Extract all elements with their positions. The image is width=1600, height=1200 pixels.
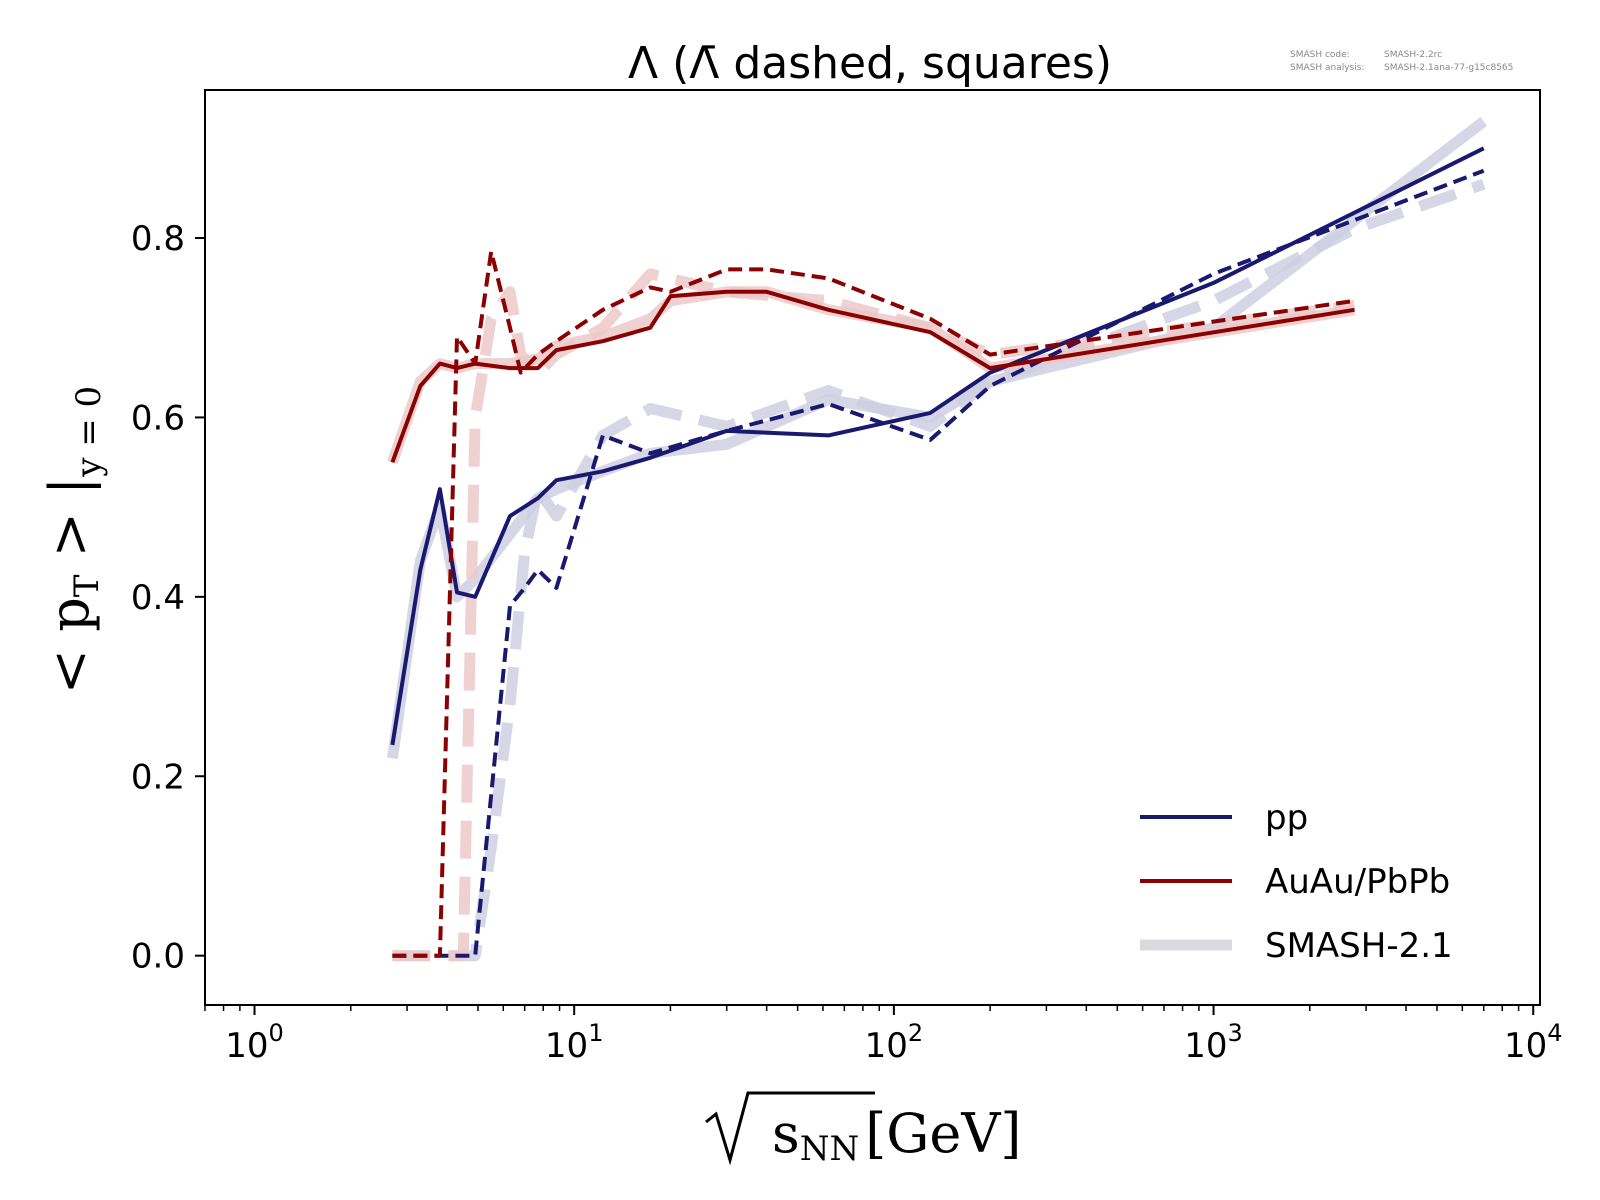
svg-text:< pT > |y = 0: < pT > |y = 0	[38, 386, 109, 694]
series-line-reference-pp-antilambda	[392, 179, 1486, 962]
x-tick-label: 100	[225, 1019, 284, 1066]
series-line-AA-antilambda	[392, 249, 1355, 958]
series-line-pp-lambda	[390, 146, 1485, 746]
y-tick-label: 0.6	[131, 398, 185, 438]
plot-frame	[204, 89, 1541, 1006]
chart-title: Λ (Λ̄ dashed, squares)	[628, 38, 1112, 89]
data-lines-layer	[390, 146, 1485, 958]
series-line-AA-lambda	[390, 289, 1355, 463]
y-tick-label: 0.4	[131, 578, 185, 618]
y-tick-label: 0.2	[131, 757, 185, 797]
version-line2-label: SMASH analysis:	[1290, 63, 1364, 73]
x-tick-label: 104	[1504, 1019, 1563, 1066]
legend: pp AuAu/PbPb SMASH-2.1	[1140, 798, 1453, 966]
y-axis-label: < pT > |y = 0	[38, 386, 109, 694]
legend-label: SMASH-2.1	[1265, 926, 1453, 966]
sqrt-sign	[705, 1091, 875, 1166]
version-line1-value: SMASH-2.2rc	[1384, 50, 1442, 60]
legend-label: pp	[1265, 798, 1308, 838]
x-tick-label: 101	[545, 1019, 604, 1066]
series-line-pp-antilambda	[392, 168, 1485, 958]
version-line1-label: SMASH code:	[1290, 50, 1350, 60]
version-line2-value: SMASH-2.1ana-77-g15c8565	[1384, 63, 1513, 73]
svg-text:sNN[GeV]: sNN [GeV]	[772, 1102, 1021, 1169]
y-tick-label: 0.8	[131, 219, 185, 259]
x-tick-label: 102	[865, 1019, 924, 1066]
legend-label: AuAu/PbPb	[1265, 862, 1450, 902]
x-axis-label: sNN [GeV]	[705, 1091, 1021, 1169]
x-tick-label: 103	[1184, 1019, 1243, 1066]
version-info: SMASH code: SMASH-2.2rc SMASH analysis: …	[1290, 50, 1513, 73]
x-axis-ticks: 100 101 102 103 104	[204, 1005, 1563, 1066]
reference-lines-layer	[386, 117, 1488, 962]
y-axis-ticks: 0.0 0.2 0.4 0.6 0.8	[131, 219, 205, 977]
y-tick-label: 0.0	[131, 937, 185, 977]
series-line-reference-pp-lambda	[386, 117, 1488, 760]
series-line-reference-AA-antilambda	[392, 268, 1356, 962]
